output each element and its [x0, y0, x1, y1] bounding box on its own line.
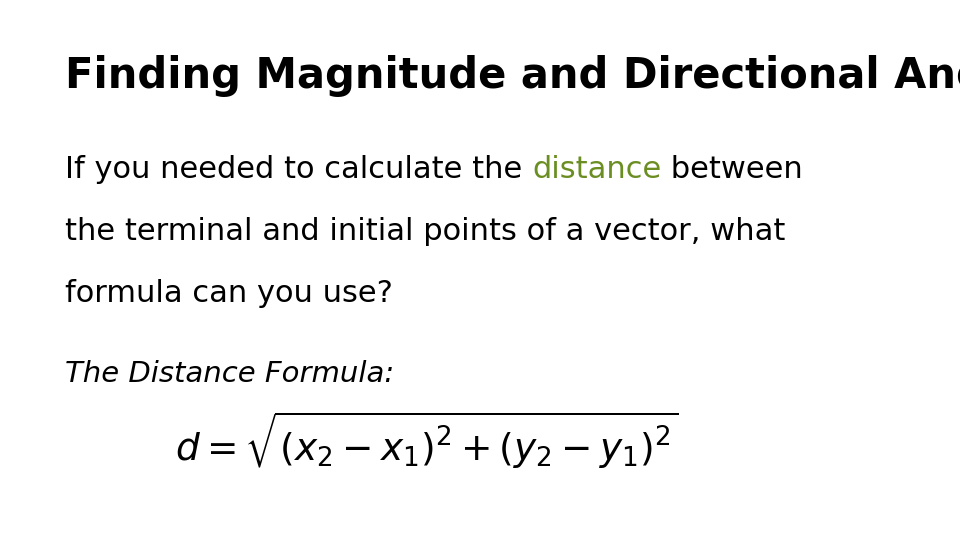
Text: distance: distance	[532, 155, 661, 184]
Text: between: between	[661, 155, 803, 184]
Text: If you needed to calculate the: If you needed to calculate the	[65, 155, 532, 184]
Text: Finding Magnitude and Directional Angle:: Finding Magnitude and Directional Angle:	[65, 55, 960, 97]
Text: The Distance Formula:: The Distance Formula:	[65, 360, 395, 388]
Text: formula can you use?: formula can you use?	[65, 279, 393, 308]
Text: the terminal and initial points of a vector, what: the terminal and initial points of a vec…	[65, 217, 785, 246]
Text: $d = \sqrt{(x_2 - x_1)^2 + (y_2 - y_1)^2}$: $d = \sqrt{(x_2 - x_1)^2 + (y_2 - y_1)^2…	[175, 410, 679, 472]
